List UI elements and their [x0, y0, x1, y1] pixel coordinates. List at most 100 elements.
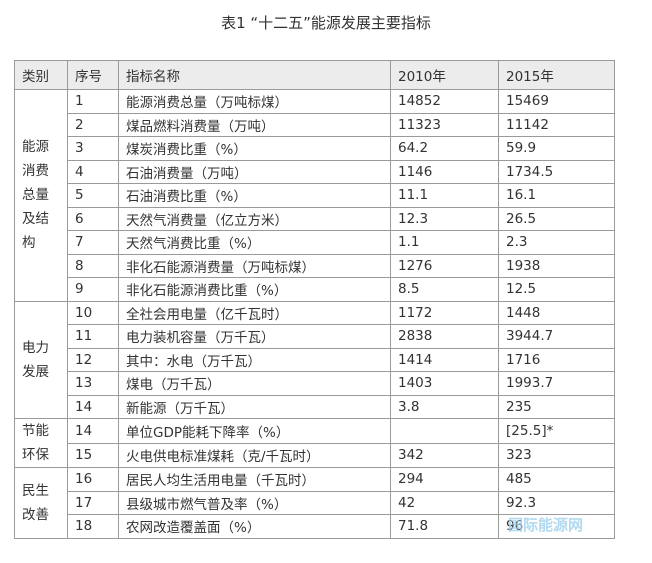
- value-2010-cell: 64.2: [390, 136, 499, 161]
- seq-cell: 9: [67, 277, 119, 302]
- seq-cell: 5: [67, 183, 119, 208]
- value-2010-cell: 2838: [390, 324, 499, 349]
- indicator-table: 类别 序号 指标名称 2010年 2015年 能源消费总量及结构 1 能源消费总量（万吨标煤…: [14, 60, 615, 539]
- value-2015-cell: 1734.5: [498, 159, 615, 184]
- table-row: 7 天然气消费比重（%） 1.1 2.3: [15, 230, 615, 255]
- seq-cell: 7: [67, 230, 119, 255]
- value-2010-cell: 14852: [390, 89, 499, 114]
- table-row: 14 新能源（万千瓦） 3.8 235: [15, 394, 615, 419]
- category-text: 能源消费总量及结构: [22, 139, 49, 252]
- value-2015-cell: 2.3: [498, 230, 615, 255]
- table-row: 8 非化石能源消费量（万吨标煤） 1276 1938: [15, 253, 615, 278]
- table-row: 节能环保 14 单位GDP能耗下降率（%） [25.5]*: [14, 418, 615, 468]
- table-row: 9 非化石能源消费比重（%） 8.5 12.5: [15, 277, 615, 302]
- value-2015-cell: 11142: [498, 112, 615, 137]
- seq-cell: 3: [67, 136, 119, 161]
- value-2015-cell: 96: [498, 514, 615, 539]
- table-row: 6 天然气消费量（亿立方米） 12.3 26.5: [15, 206, 615, 231]
- category-cell: 节能环保: [14, 418, 68, 468]
- category-text: 民生改善: [22, 482, 49, 523]
- value-2010-cell: 1172: [390, 300, 499, 325]
- table-row: 2 煤品燃料消费量（万吨） 11323 11142: [15, 112, 615, 137]
- table-row: 17 县级城市燃气普及率（%） 42 92.3: [15, 490, 615, 515]
- table-row: 13 煤电（万千瓦） 1403 1993.7: [15, 371, 615, 396]
- seq-cell: 1: [67, 89, 119, 114]
- value-2015-cell: 16.1: [498, 183, 615, 208]
- value-2010-cell: 294: [390, 467, 499, 492]
- seq-cell: 15: [67, 442, 119, 468]
- value-2015-cell: 59.9: [498, 136, 615, 161]
- seq-cell: 16: [67, 467, 119, 492]
- value-2015-cell: 235: [498, 394, 615, 419]
- table-row: 民生改善 16 居民人均生活用电量（千瓦时） 294 485: [14, 467, 615, 539]
- indicator-cell: 农网改造覆盖面（%）: [118, 514, 391, 539]
- value-2010-cell: 342: [390, 442, 499, 468]
- header-cell: 类别: [14, 60, 68, 90]
- indicator-cell: 全社会用电量（亿千瓦时）: [118, 300, 391, 325]
- value-2010-cell: 12.3: [390, 206, 499, 231]
- value-2010-cell: [390, 418, 499, 444]
- seq-cell: 14: [67, 394, 119, 419]
- header-cell: 2015年: [498, 60, 615, 90]
- indicator-cell: 煤品燃料消费量（万吨）: [118, 112, 391, 137]
- header-row: 类别 序号 指标名称 2010年 2015年: [14, 60, 615, 90]
- value-2010-cell: 8.5: [390, 277, 499, 302]
- table-body: 能源消费总量及结构 1 能源消费总量（万吨标煤） 14852 15469 2 煤品燃料消费量…: [14, 89, 615, 539]
- value-2015-cell: 1716: [498, 347, 615, 372]
- indicator-cell: 新能源（万千瓦）: [118, 394, 391, 419]
- header-cell: 指标名称: [118, 60, 391, 90]
- indicator-cell: 其中：水电（万千瓦）: [118, 347, 391, 372]
- value-2010-cell: 11323: [390, 112, 499, 137]
- seq-cell: 2: [67, 112, 119, 137]
- table-row: 3 煤炭消费比重（%） 64.2 59.9: [15, 136, 615, 161]
- table-head: 类别 序号 指标名称 2010年 2015年: [14, 60, 615, 90]
- indicator-cell: 单位GDP能耗下降率（%）: [118, 418, 391, 444]
- value-2010-cell: 3.8: [390, 394, 499, 419]
- value-2015-cell: 3944.7: [498, 324, 615, 349]
- value-2010-cell: 11.1: [390, 183, 499, 208]
- value-2015-cell: 323: [498, 442, 615, 468]
- value-2010-cell: 42: [390, 490, 499, 515]
- table-row: 15 火电供电标准煤耗（克/千瓦时） 342 323: [15, 442, 615, 468]
- value-2015-cell: 485: [498, 467, 615, 492]
- indicator-cell: 电力装机容量（万千瓦）: [118, 324, 391, 349]
- value-2010-cell: 1403: [390, 371, 499, 396]
- indicator-cell: 居民人均生活用电量（千瓦时）: [118, 467, 391, 492]
- value-2015-cell: 12.5: [498, 277, 615, 302]
- table-row: 4 石油消费量（万吨） 1146 1734.5: [15, 159, 615, 184]
- seq-cell: 14: [67, 418, 119, 444]
- seq-cell: 18: [67, 514, 119, 539]
- indicator-cell: 火电供电标准煤耗（克/千瓦时）: [118, 442, 391, 468]
- value-2015-cell: 26.5: [498, 206, 615, 231]
- indicator-cell: 天然气消费比重（%）: [118, 230, 391, 255]
- value-2015-cell: [25.5]*: [498, 418, 615, 444]
- value-2015-cell: 1448: [498, 300, 615, 325]
- header-cell: 2010年: [390, 60, 499, 90]
- header-cell: 序号: [67, 60, 119, 90]
- table-row: 12 其中：水电（万千瓦） 1414 1716: [15, 347, 615, 372]
- seq-cell: 11: [67, 324, 119, 349]
- value-2010-cell: 1276: [390, 253, 499, 278]
- value-2015-cell: 1993.7: [498, 371, 615, 396]
- table-title: 表1 “十二五”能源发展主要指标: [221, 14, 431, 32]
- seq-cell: 8: [67, 253, 119, 278]
- value-2010-cell: 71.8: [390, 514, 499, 539]
- seq-cell: 17: [67, 490, 119, 515]
- indicator-cell: 石油消费量（万吨）: [118, 159, 391, 184]
- table-row: 能源消费总量及结构 1 能源消费总量（万吨标煤） 14852 15469: [14, 89, 615, 302]
- watermark: 国际能源网: [508, 516, 584, 534]
- indicator-cell: 能源消费总量（万吨标煤）: [118, 89, 391, 114]
- table-row: 电力发展 10 全社会用电量（亿千瓦时） 1172 1448: [14, 300, 615, 419]
- indicator-cell: 县级城市燃气普及率（%）: [118, 490, 391, 515]
- indicator-cell: 非化石能源消费量（万吨标煤）: [118, 253, 391, 278]
- indicator-cell: 石油消费比重（%）: [118, 183, 391, 208]
- category-cell: 电力发展: [14, 300, 68, 419]
- value-2015-cell: 15469: [498, 89, 615, 114]
- table-row: 18 农网改造覆盖面（%） 71.8 96: [15, 514, 615, 539]
- value-2015-cell: 1938: [498, 253, 615, 278]
- value-2010-cell: 1414: [390, 347, 499, 372]
- category-text: 节能环保: [22, 423, 49, 463]
- seq-cell: 10: [67, 300, 119, 325]
- seq-cell: 4: [67, 159, 119, 184]
